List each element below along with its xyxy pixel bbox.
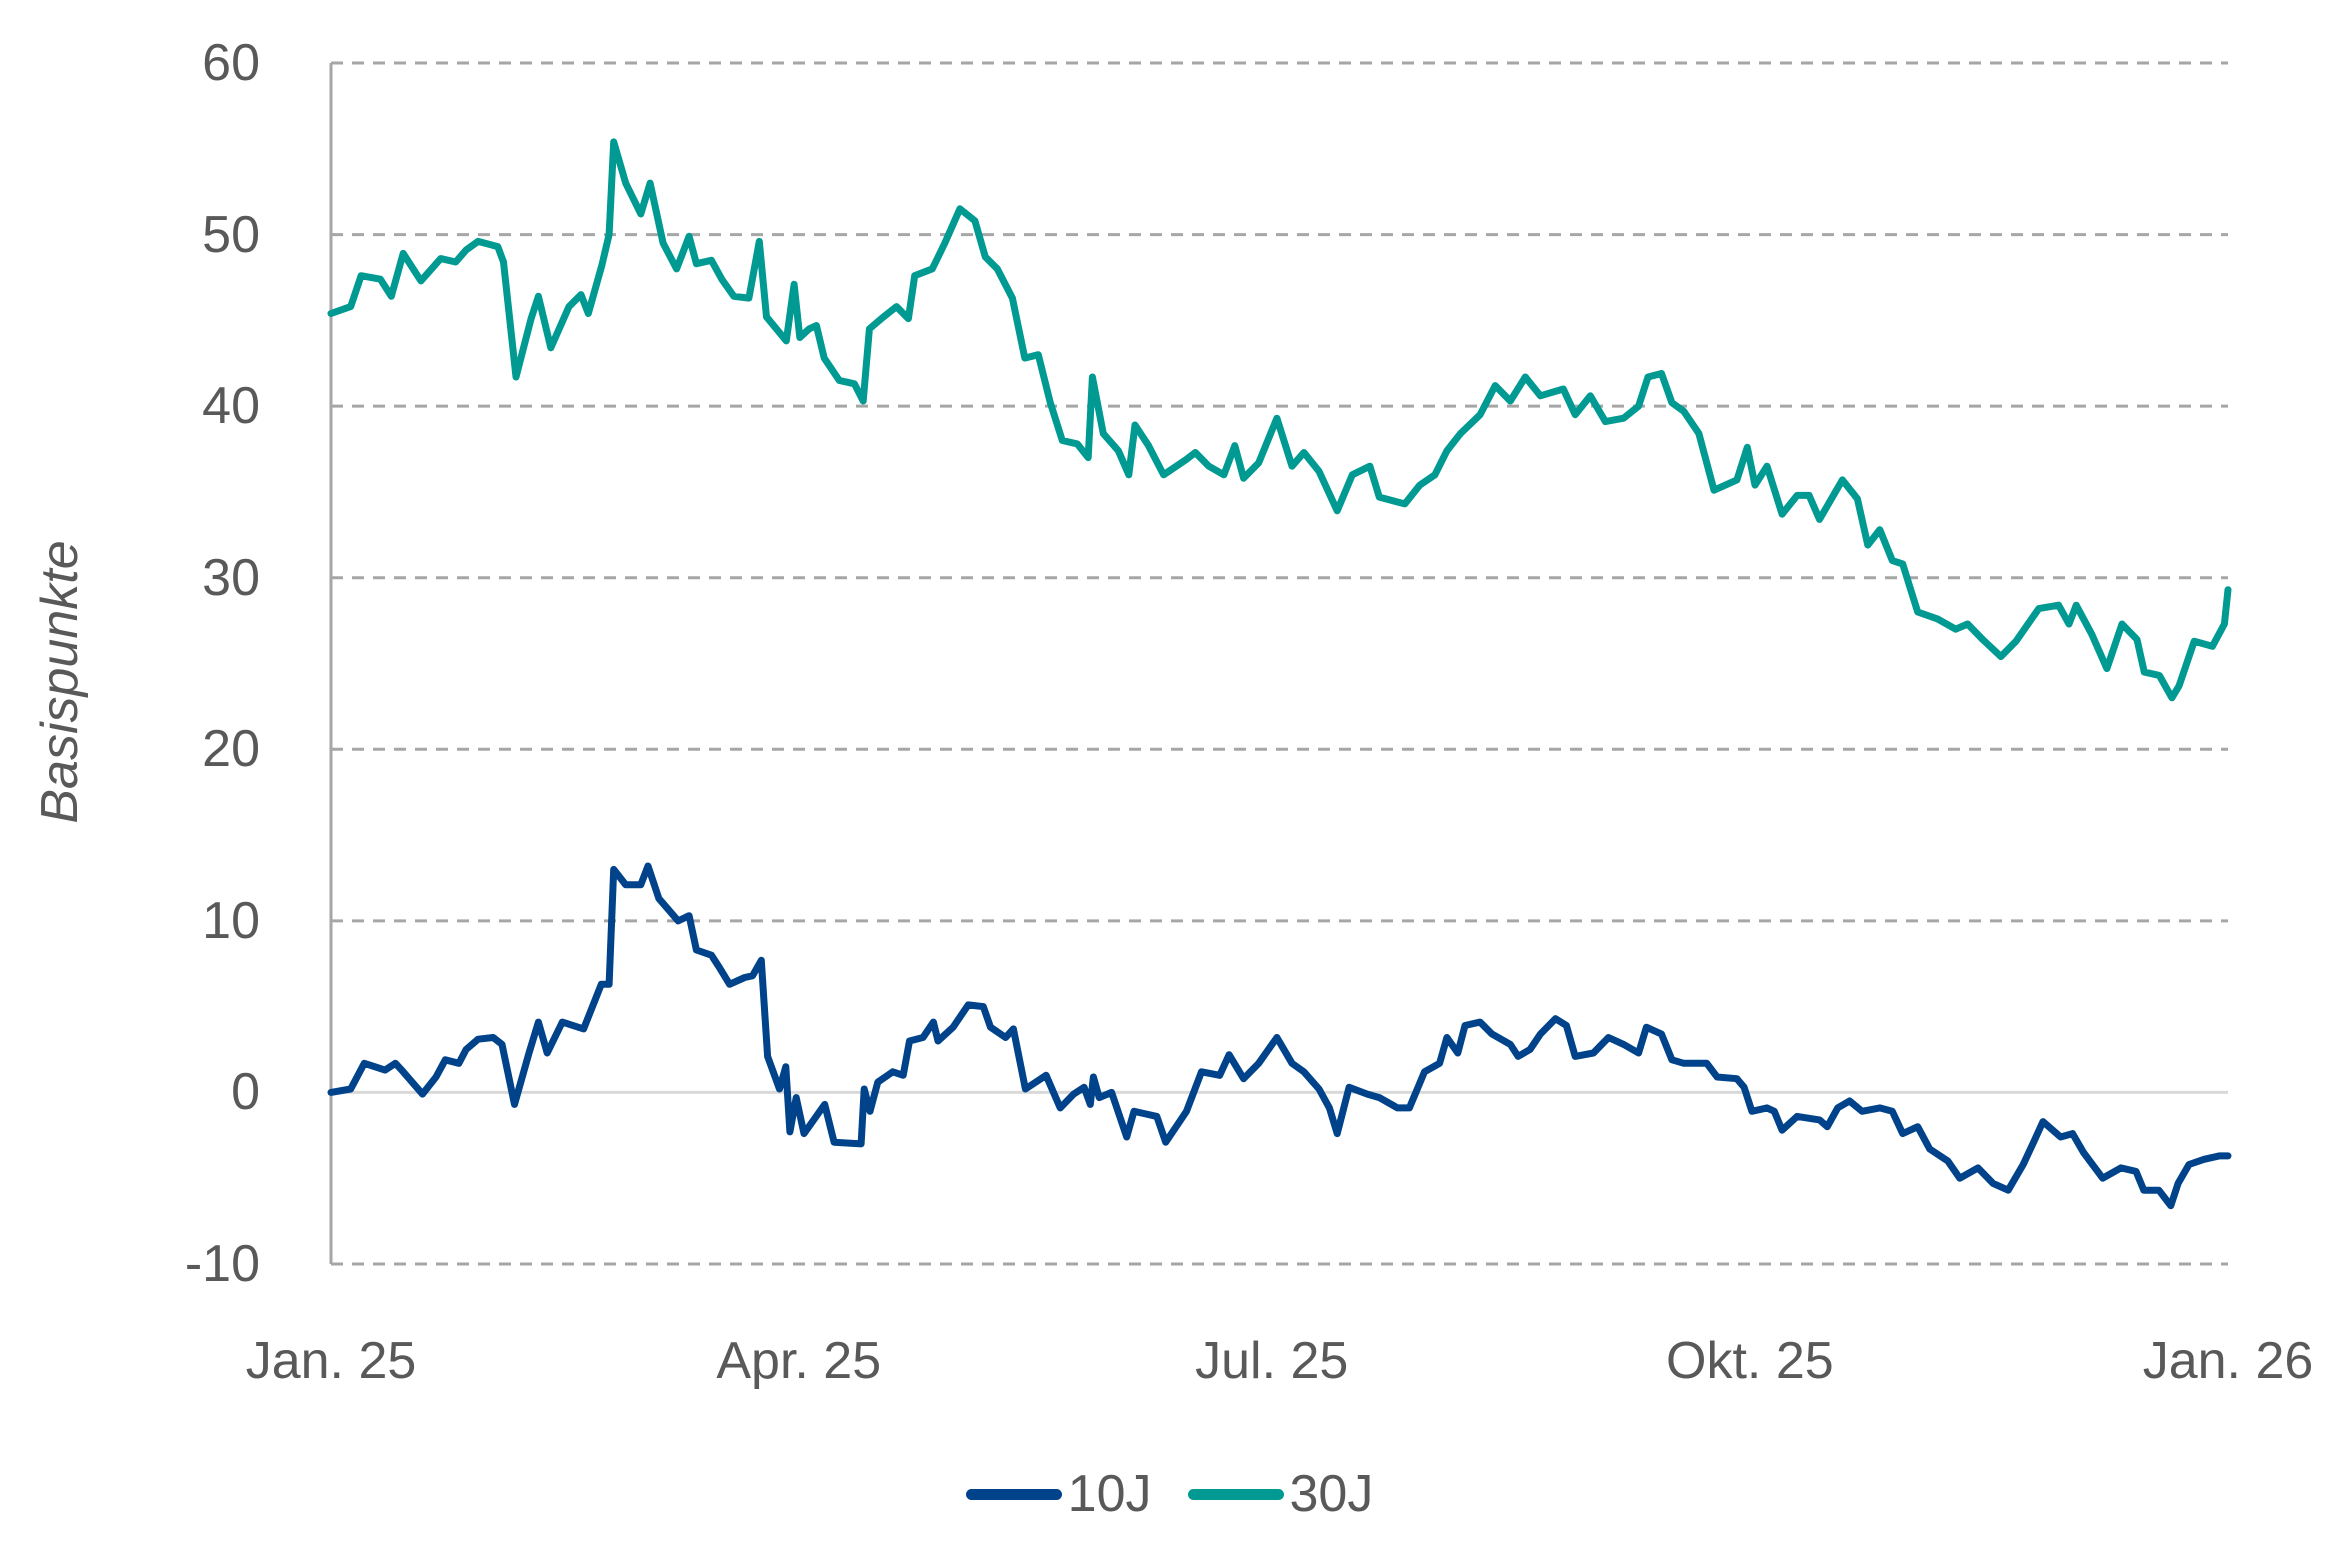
legend-label: 30J [1289, 1465, 1374, 1523]
x-tick-label: Apr. 25 [716, 1332, 882, 1390]
x-tick-label: Okt. 25 [1666, 1332, 1834, 1390]
y-tick-label: 50 [202, 205, 260, 264]
gridlines [331, 61, 2228, 1266]
y-axis-title: Basispunkte [31, 540, 89, 824]
x-tick-label: Jan. 26 [2142, 1332, 2314, 1390]
x-tick-label: Jul. 25 [1195, 1332, 1349, 1390]
y-tick-label: 0 [231, 1063, 260, 1122]
legend-line-icon [1187, 1488, 1284, 1500]
y-tick-label: 20 [202, 720, 260, 779]
y-tick-label: 40 [202, 377, 260, 436]
series-line-10j [327, 862, 2232, 1210]
y-tick-label: 30 [202, 548, 260, 607]
series-line-30j [327, 138, 2232, 702]
legend-label: 10J [1067, 1465, 1152, 1523]
legend-item-30j: 30J [1187, 1465, 1374, 1523]
legend-line-icon [965, 1488, 1062, 1500]
legend-item-10j: 10J [965, 1465, 1152, 1523]
y-tick-label: -10 [184, 1235, 260, 1293]
y-tick-label: 10 [202, 891, 260, 950]
legend: 10J 30J [0, 1468, 2339, 1520]
series-lines [327, 138, 2232, 1210]
x-tick-label: Jan. 25 [245, 1332, 417, 1390]
y-tick-label: 60 [202, 34, 260, 92]
